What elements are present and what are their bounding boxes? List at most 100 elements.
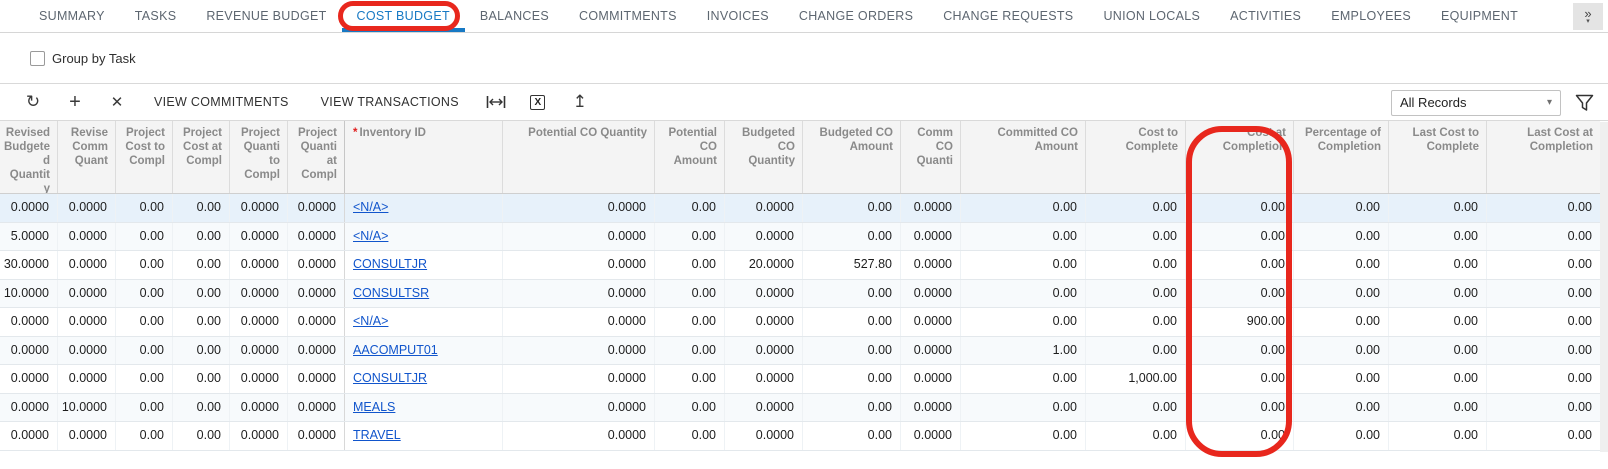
filter-settings-button[interactable] <box>1575 94 1594 112</box>
table-row[interactable]: 0.00000.00000.000.000.00000.0000<N/A>0.0… <box>0 194 1600 223</box>
table-row[interactable]: 0.00000.00000.000.000.00000.0000TRAVEL0.… <box>0 422 1600 451</box>
table-row[interactable]: 30.00000.00000.000.000.00000.0000CONSULT… <box>0 251 1600 280</box>
refresh-button[interactable]: ↻ <box>12 87 54 117</box>
add-row-button[interactable]: + <box>54 87 96 117</box>
column-header-cost-at-completion[interactable]: Cost at Completion <box>1185 121 1293 193</box>
cell-comm-co-quanti: 0.0000 <box>900 365 960 393</box>
cell-cost-at-completion: 0.00 <box>1185 365 1293 393</box>
cell-cost-at-completion: 900.00 <box>1185 308 1293 336</box>
cell-last-cost-to-complete: 0.00 <box>1388 251 1486 279</box>
tab-change-orders[interactable]: CHANGE ORDERS <box>784 0 928 32</box>
tab-overflow-button[interactable]: » ▾ <box>1573 3 1603 30</box>
cell-revise-comm-quant: 0.0000 <box>57 308 115 336</box>
column-header-budgeted-co-amount[interactable]: Budgeted CO Amount <box>802 121 900 193</box>
tab-revenue-budget[interactable]: REVENUE BUDGET <box>191 0 341 32</box>
cell-project-quanti-at-compl: 0.0000 <box>287 251 344 279</box>
view-transactions-button[interactable]: VIEW TRANSACTIONS <box>305 87 475 117</box>
inventory-id-link[interactable]: <N/A> <box>353 200 388 214</box>
inventory-id-link[interactable]: TRAVEL <box>353 428 401 442</box>
vertical-scrollbar[interactable] <box>1600 122 1608 452</box>
tab-invoices[interactable]: INVOICES <box>692 0 784 32</box>
table-row[interactable]: 5.00000.00000.000.000.00000.0000<N/A>0.0… <box>0 223 1600 252</box>
column-header-last-cost-at-completion[interactable]: Last Cost at Completion <box>1486 121 1600 193</box>
column-header-revised-budgeted-quantity[interactable]: Revised Budgeted Quantity <box>0 121 57 193</box>
cell-comm-co-quanti: 0.0000 <box>900 280 960 308</box>
chevron-down-icon: ▾ <box>1586 19 1590 25</box>
inventory-id-link[interactable]: AACOMPUT01 <box>353 343 438 357</box>
tab-balances[interactable]: BALANCES <box>465 0 564 32</box>
inventory-id-link[interactable]: CONSULTSR <box>353 286 429 300</box>
cell-cost-at-completion: 0.00 <box>1185 394 1293 422</box>
delete-row-button[interactable]: ✕ <box>96 87 138 117</box>
cell-committed-co-amount: 0.00 <box>960 308 1085 336</box>
export-excel-button[interactable]: X <box>517 87 559 117</box>
cell-revised-budgeted-quantity: 30.0000 <box>0 251 57 279</box>
column-header-potential-co-quantity[interactable]: Potential CO Quantity <box>502 121 654 193</box>
inventory-id-link[interactable]: <N/A> <box>353 314 388 328</box>
tab-union-locals[interactable]: UNION LOCALS <box>1088 0 1215 32</box>
tab-tasks[interactable]: TASKS <box>120 0 192 32</box>
records-filter-value: All Records <box>1400 95 1466 110</box>
cell-project-cost-to-compl: 0.00 <box>115 308 172 336</box>
tab-equipment[interactable]: EQUIPMENT <box>1426 0 1533 32</box>
cell-project-cost-to-compl: 0.00 <box>115 422 172 450</box>
table-row[interactable]: 10.00000.00000.000.000.00000.0000CONSULT… <box>0 280 1600 309</box>
column-header-percentage-of-completion[interactable]: Percentage of Completion <box>1293 121 1388 193</box>
column-header-project-quanti-to-compl[interactable]: Project Quanti to Compl <box>229 121 287 193</box>
tab-summary[interactable]: SUMMARY <box>24 0 120 32</box>
cell-cost-to-complete: 0.00 <box>1085 422 1185 450</box>
cell-revised-budgeted-quantity: 0.0000 <box>0 308 57 336</box>
cell-percentage-of-completion: 0.00 <box>1293 394 1388 422</box>
tab-cost-budget[interactable]: COST BUDGET <box>342 0 465 32</box>
group-by-task-checkbox[interactable] <box>30 51 45 66</box>
tab-commitments[interactable]: COMMITMENTS <box>564 0 692 32</box>
column-header-inventory-id[interactable]: *Inventory ID <box>344 121 502 193</box>
view-commitments-button[interactable]: VIEW COMMITMENTS <box>138 87 305 117</box>
cell-cost-to-complete: 1,000.00 <box>1085 365 1185 393</box>
cell-potential-co-amount: 0.00 <box>654 251 724 279</box>
records-filter-select[interactable]: All Records ▾ <box>1391 90 1561 116</box>
tab-employees[interactable]: EMPLOYEES <box>1316 0 1426 32</box>
upload-button[interactable]: ↥ <box>559 87 601 117</box>
cell-project-quanti-to-compl: 0.0000 <box>229 223 287 251</box>
cell-project-quanti-at-compl: 0.0000 <box>287 365 344 393</box>
column-header-potential-co-amount[interactable]: Potential CO Amount <box>654 121 724 193</box>
column-header-committed-co-amount[interactable]: Committed CO Amount <box>960 121 1085 193</box>
cell-potential-co-quantity: 0.0000 <box>502 223 654 251</box>
cell-project-quanti-at-compl: 0.0000 <box>287 223 344 251</box>
column-header-comm-co-quanti[interactable]: Comm CO Quanti <box>900 121 960 193</box>
tab-change-requests[interactable]: CHANGE REQUESTS <box>928 0 1088 32</box>
cell-revise-comm-quant: 0.0000 <box>57 251 115 279</box>
cell-budgeted-co-amount: 0.00 <box>802 308 900 336</box>
cell-budgeted-co-quantity: 0.0000 <box>724 223 802 251</box>
inventory-id-link[interactable]: MEALS <box>353 400 395 414</box>
column-header-cost-to-complete[interactable]: Cost to Complete <box>1085 121 1185 193</box>
table-row[interactable]: 0.00000.00000.000.000.00000.0000<N/A>0.0… <box>0 308 1600 337</box>
cell-percentage-of-completion: 0.00 <box>1293 365 1388 393</box>
inventory-id-link[interactable]: <N/A> <box>353 229 388 243</box>
column-header-budgeted-co-quantity[interactable]: Budgeted CO Quantity <box>724 121 802 193</box>
cell-percentage-of-completion: 0.00 <box>1293 280 1388 308</box>
column-header-project-cost-at-compl[interactable]: Project Cost at Compl <box>172 121 229 193</box>
column-header-revise-comm-quant[interactable]: Revise Comm Quant <box>57 121 115 193</box>
cell-cost-at-completion: 0.00 <box>1185 194 1293 222</box>
inventory-id-link[interactable]: CONSULTJR <box>353 371 427 385</box>
table-row[interactable]: 0.000010.00000.000.000.00000.0000MEALS0.… <box>0 394 1600 423</box>
column-header-project-quanti-at-compl[interactable]: Project Quanti at Compl <box>287 121 344 193</box>
cell-project-cost-to-compl: 0.00 <box>115 194 172 222</box>
column-header-last-cost-to-complete[interactable]: Last Cost to Complete <box>1388 121 1486 193</box>
cell-project-quanti-at-compl: 0.0000 <box>287 308 344 336</box>
cell-last-cost-at-completion: 0.00 <box>1486 308 1600 336</box>
column-header-project-cost-to-compl[interactable]: Project Cost to Compl <box>115 121 172 193</box>
tab-activities[interactable]: ACTIVITIES <box>1215 0 1316 32</box>
table-row[interactable]: 0.00000.00000.000.000.00000.0000CONSULTJ… <box>0 365 1600 394</box>
cell-budgeted-co-amount: 0.00 <box>802 394 900 422</box>
cell-budgeted-co-amount: 0.00 <box>802 337 900 365</box>
table-row[interactable]: 0.00000.00000.000.000.00000.0000AACOMPUT… <box>0 337 1600 366</box>
cell-project-quanti-to-compl: 0.0000 <box>229 280 287 308</box>
inventory-id-link[interactable]: CONSULTJR <box>353 257 427 271</box>
fit-width-button[interactable] <box>475 87 517 117</box>
cell-last-cost-at-completion: 0.00 <box>1486 337 1600 365</box>
cell-budgeted-co-amount: 0.00 <box>802 422 900 450</box>
cell-project-quanti-at-compl: 0.0000 <box>287 337 344 365</box>
